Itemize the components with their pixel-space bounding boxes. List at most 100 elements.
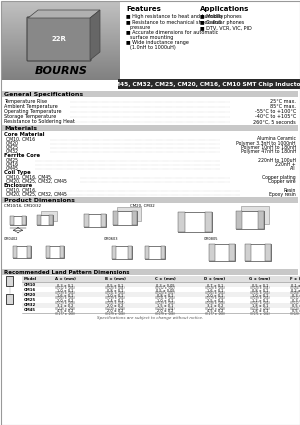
Bar [2, 35, 120, 36]
Bar [236, 211, 242, 229]
Bar [258, 211, 264, 229]
Bar [2, 41, 120, 42]
Bar [2, 68, 120, 69]
Bar [2, 34, 120, 35]
Text: (1.0nH to 1000uH): (1.0nH to 1000uH) [130, 45, 176, 49]
Text: CM20: CM20 [6, 141, 19, 146]
Text: (0.055 ± .004): (0.055 ± .004) [105, 301, 125, 306]
Text: CM16: CM16 [24, 288, 36, 292]
Bar [2, 5, 120, 6]
Bar [245, 244, 251, 261]
Text: All: All [290, 166, 296, 171]
Text: BOURNS: BOURNS [34, 66, 87, 76]
Text: 1.8 ± 0.1: 1.8 ± 0.1 [252, 309, 268, 313]
Text: 0.3 ± 0.1: 0.3 ± 0.1 [292, 299, 300, 303]
Text: (0.031 ± .004): (0.031 ± .004) [155, 296, 175, 300]
Text: (0.071 ± .004): (0.071 ± .004) [250, 312, 270, 316]
Bar [245, 244, 271, 261]
Bar [2, 46, 120, 47]
Polygon shape [28, 10, 100, 18]
Bar [2, 6, 120, 7]
Bar [2, 37, 120, 38]
Bar [2, 39, 120, 40]
Bar [22, 303, 300, 308]
Text: Polymer 3.3nH to 1000nH: Polymer 3.3nH to 1000nH [236, 141, 296, 146]
Bar [2, 65, 120, 66]
Bar [2, 12, 120, 13]
Text: Polymer 47nH to 180nH: Polymer 47nH to 180nH [241, 149, 296, 154]
Bar [22, 282, 300, 287]
Text: 220nH to 100uH: 220nH to 100uH [258, 158, 296, 163]
Text: (0.079 ± .008): (0.079 ± .008) [155, 312, 175, 316]
Text: (0.028 ± .004): (0.028 ± .004) [205, 286, 225, 290]
Text: 220nH +: 220nH + [275, 162, 296, 167]
Bar [2, 72, 120, 73]
Bar [2, 63, 120, 64]
Text: Ambient Temperature: Ambient Temperature [4, 104, 58, 109]
Text: surface mounting: surface mounting [130, 34, 173, 40]
Bar [2, 66, 120, 67]
Text: B ± (mm): B ± (mm) [105, 277, 125, 281]
Bar [2, 7, 120, 8]
Bar [22, 287, 300, 292]
Bar [2, 32, 120, 33]
Text: CM0805: CM0805 [204, 237, 218, 241]
Text: CM16: CM16 [6, 162, 19, 167]
Text: (0.031 ± .004): (0.031 ± .004) [105, 291, 125, 295]
Text: (0.004 ± .002): (0.004 ± .002) [290, 286, 300, 290]
Text: ■ High resistance to heat and humidity: ■ High resistance to heat and humidity [126, 14, 224, 19]
Text: 0.2 ± 0.05: 0.2 ± 0.05 [291, 289, 300, 293]
Bar [2, 79, 120, 80]
Bar [2, 77, 120, 78]
Text: General Specifications: General Specifications [4, 91, 83, 96]
Bar [2, 40, 120, 41]
Text: C ± (mm): C ± (mm) [154, 277, 176, 281]
Bar [13, 246, 31, 258]
Text: pressure: pressure [130, 25, 151, 29]
Bar [22, 308, 300, 313]
Bar [178, 212, 185, 232]
Text: 4.5 ± 0.2: 4.5 ± 0.2 [207, 309, 223, 313]
Text: (0.012 ± .004): (0.012 ± .004) [290, 301, 300, 306]
FancyBboxPatch shape [27, 17, 91, 61]
Bar [145, 246, 165, 259]
Bar [2, 15, 120, 16]
Text: CM10/16, CM10/32: CM10/16, CM10/32 [4, 204, 41, 208]
Text: 1.4 ± 0.1: 1.4 ± 0.1 [107, 299, 123, 303]
Bar [2, 42, 120, 43]
Text: ■ Accurate dimensions for automatic: ■ Accurate dimensions for automatic [126, 29, 218, 34]
Text: CM20: CM20 [24, 293, 36, 297]
Text: Copper plating: Copper plating [262, 175, 296, 180]
Text: (0.047 ± .004): (0.047 ± .004) [250, 301, 270, 306]
Bar [236, 211, 264, 229]
Bar [2, 17, 120, 18]
Text: 0.5 ± 0.1: 0.5 ± 0.1 [292, 304, 300, 308]
Bar [112, 246, 132, 259]
Bar [2, 38, 120, 39]
Bar [46, 246, 50, 258]
Text: Enclosure: Enclosure [4, 183, 33, 188]
Text: -40°C to +105°C: -40°C to +105°C [255, 114, 296, 119]
Bar [22, 216, 26, 225]
Bar [2, 67, 120, 68]
Bar [2, 31, 120, 32]
Bar [2, 47, 120, 48]
Bar [2, 4, 120, 5]
Bar [2, 125, 298, 131]
Text: (0.098 ± .008): (0.098 ± .008) [205, 301, 225, 306]
Text: 2.5 ± 0.2: 2.5 ± 0.2 [207, 299, 223, 303]
Text: 0.8 ± 0.1: 0.8 ± 0.1 [107, 289, 123, 293]
Text: 0.8 ± 0.1: 0.8 ± 0.1 [252, 289, 268, 293]
Bar [13, 246, 17, 258]
Bar [2, 21, 120, 22]
Bar [2, 55, 120, 56]
Text: 0.1 ± 0.05: 0.1 ± 0.05 [291, 284, 300, 288]
Text: (0.079 ± .008): (0.079 ± .008) [105, 306, 125, 311]
Text: (0.063 ± .004): (0.063 ± .004) [55, 296, 75, 300]
Text: 0.8 ± 0.1: 0.8 ± 0.1 [157, 294, 173, 298]
Text: CM32: CM32 [24, 303, 36, 307]
Bar [10, 216, 14, 225]
Bar [2, 62, 120, 63]
Text: 3.2 ± 0.2: 3.2 ± 0.2 [207, 304, 223, 308]
Text: (0.071 ± .004): (0.071 ± .004) [250, 306, 270, 311]
